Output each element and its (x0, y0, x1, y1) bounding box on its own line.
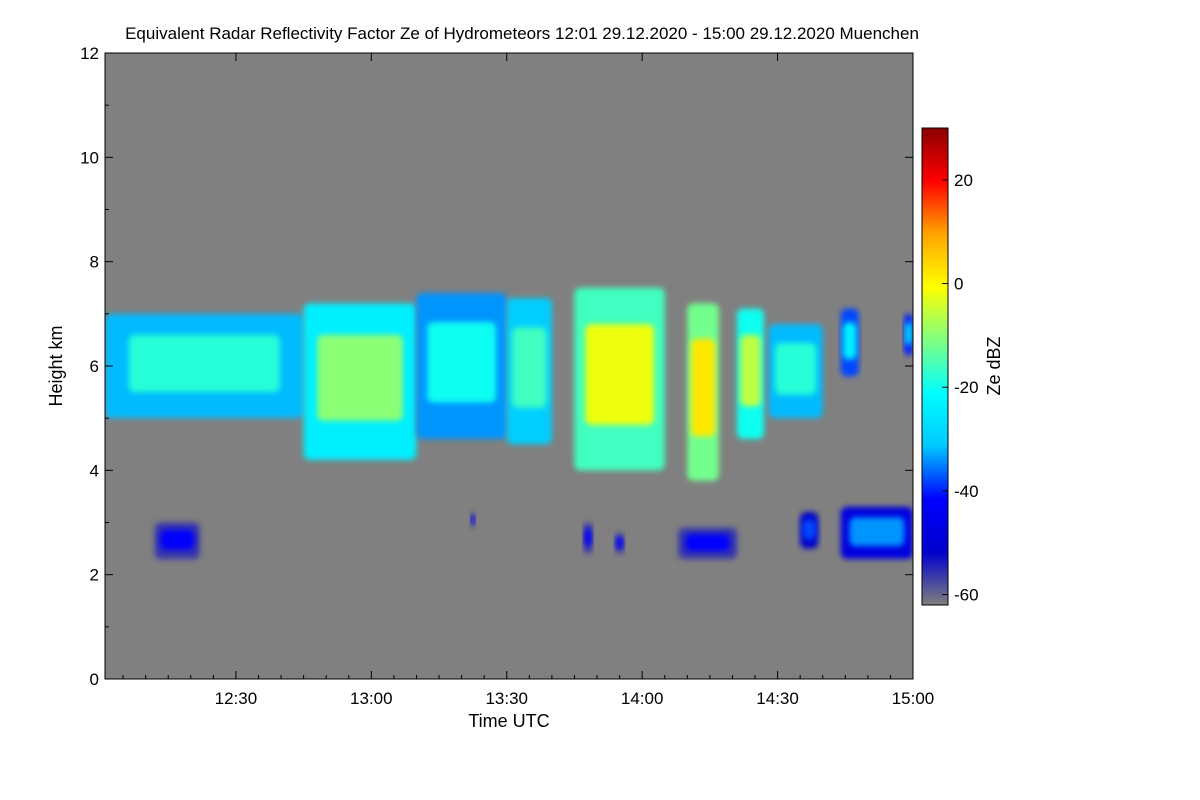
echo-region (506, 298, 552, 445)
x-tick-label: 14:30 (756, 689, 799, 708)
colorbar-tick-label: 0 (954, 275, 963, 294)
echo-core (740, 334, 761, 407)
colorbar-ticks: 20 0 -20 -40 -60 (942, 171, 979, 605)
x-tick-label: 13:00 (350, 689, 393, 708)
echo-core (802, 519, 817, 540)
echo-region (416, 292, 507, 440)
colorbar-tick-label: 20 (954, 171, 973, 190)
x-tick-label: 15:00 (892, 689, 935, 708)
echo-region (840, 308, 859, 377)
echo-region (154, 522, 200, 560)
echo-region (574, 287, 665, 471)
y-tick-label: 10 (80, 148, 99, 167)
echo-core (427, 322, 496, 403)
echo-region (470, 512, 476, 528)
y-tick-label: 12 (80, 44, 99, 63)
x-tick-label: 14:00 (621, 689, 664, 708)
colorbar-tick-label: -20 (954, 378, 979, 397)
y-tick-label: 4 (90, 461, 99, 480)
echo-core (616, 537, 624, 549)
echo-region (583, 522, 593, 554)
echo-region (615, 532, 625, 554)
echo-layer (105, 287, 913, 560)
x-tick-label: 12:30 (215, 689, 258, 708)
echo-region (678, 527, 737, 560)
echo-core (128, 334, 280, 393)
colorbar (921, 127, 949, 606)
echo-region (736, 308, 765, 440)
echo-core (317, 334, 403, 421)
echo-region (840, 506, 913, 560)
y-axis-label: Height km (46, 325, 66, 406)
x-tick-label: 13:30 (485, 689, 528, 708)
echo-core (691, 338, 716, 437)
colorbar-tick-label: -40 (954, 482, 979, 501)
echo-region (768, 324, 823, 419)
echo-core (685, 533, 730, 552)
echo-region (303, 303, 417, 460)
echo-core (471, 515, 475, 524)
colorbar-label: Ze dBZ (984, 336, 1004, 395)
echo-region (903, 313, 913, 356)
echo-core (584, 528, 592, 546)
echo-core (160, 529, 195, 550)
echo-region (105, 313, 304, 419)
echo-core (905, 322, 912, 346)
echo-region (800, 512, 819, 549)
echo-core (512, 327, 547, 408)
echo-core (849, 517, 905, 546)
y-tick-label: 6 (90, 357, 99, 376)
y-tick-label: 8 (90, 253, 99, 272)
echo-core (585, 324, 654, 425)
colorbar-tick-label: -60 (954, 586, 979, 605)
chart-title: Equivalent Radar Reflectivity Factor Ze … (125, 24, 919, 43)
x-axis: 12:30 13:00 13:30 14:00 14:30 15:00 (122, 53, 935, 708)
x-axis-label: Time UTC (468, 711, 549, 731)
echo-core (842, 322, 857, 360)
y-tick-label: 0 (90, 670, 99, 689)
echo-region (687, 303, 719, 481)
y-tick-label: 2 (90, 566, 99, 585)
echo-core (775, 343, 817, 395)
y-axis: 0 2 4 6 8 10 12 (80, 44, 913, 689)
